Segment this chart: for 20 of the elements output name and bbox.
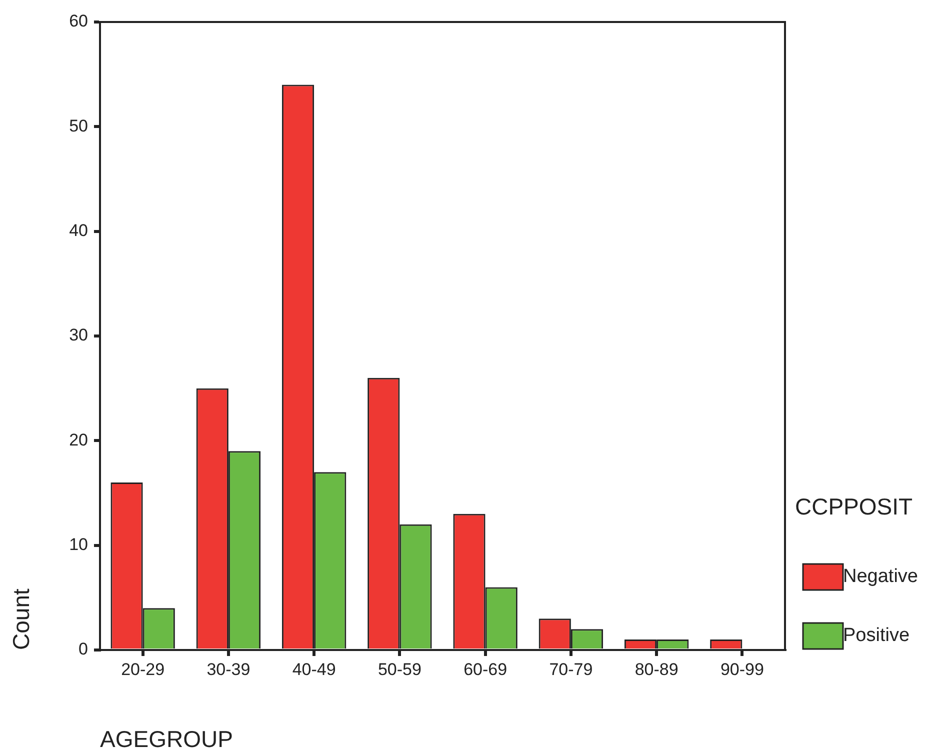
x-tick-label: 70-79	[549, 660, 593, 679]
x-tick-label: 50-59	[378, 660, 422, 679]
y-tick-label: 0	[78, 640, 88, 659]
x-tick-label: 20-29	[121, 660, 165, 679]
x-tick-label: 30-39	[206, 660, 250, 679]
x-tick-label: 40-49	[292, 660, 336, 679]
legend-label: Negative	[843, 566, 918, 588]
x-axis-title: AGEGROUP	[100, 726, 233, 753]
x-tick-label: 60-69	[464, 660, 508, 679]
x-tick-label: 80-89	[634, 660, 678, 679]
x-tick-label: 90-99	[720, 660, 764, 679]
legend-title: CCPPOSIT	[795, 493, 913, 520]
y-tick-label: 60	[69, 12, 88, 31]
y-tick-label: 10	[69, 535, 88, 554]
y-tick-label: 20	[69, 430, 88, 450]
y-tick-label: 50	[69, 116, 88, 136]
legend-label: Positive	[843, 625, 910, 646]
y-tick-label: 40	[69, 221, 88, 240]
y-tick-label: 30	[69, 326, 88, 345]
y-axis-title: Count	[8, 588, 35, 650]
